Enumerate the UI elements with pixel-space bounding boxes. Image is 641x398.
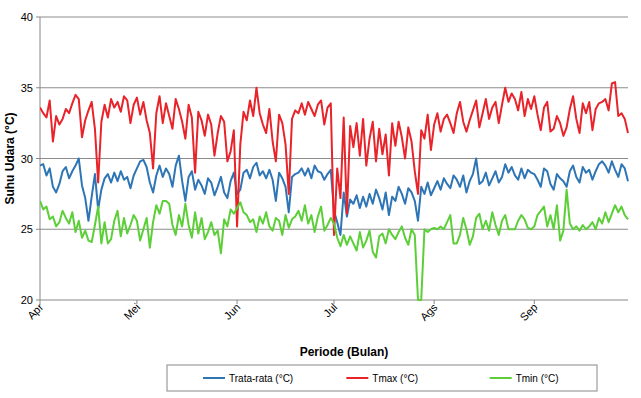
legend-label: Tmax (°C) — [372, 373, 418, 384]
legend-swatch — [203, 377, 225, 379]
x-tick — [334, 300, 335, 304]
legend-box — [167, 365, 597, 391]
background — [0, 0, 641, 398]
grid-line — [40, 17, 628, 18]
x-tick-label: Sep — [517, 301, 539, 323]
y-tick-label: 25 — [21, 223, 33, 235]
x-tick-label: Jul — [321, 301, 339, 319]
x-tick — [434, 300, 435, 304]
x-tick — [534, 300, 535, 304]
y-tick — [36, 87, 40, 88]
y-axis — [40, 17, 41, 300]
grid-line — [40, 158, 628, 159]
x-tick-label: Jun — [221, 301, 242, 322]
y-tick — [36, 158, 40, 159]
x-tick — [40, 300, 41, 304]
y-axis-title: Suhu Udara (°C) — [3, 112, 17, 204]
x-tick — [136, 300, 137, 304]
x-tick — [237, 300, 238, 304]
legend-label: Trata-rata (°C) — [229, 373, 293, 384]
y-tick-label: 30 — [21, 153, 33, 165]
y-tick — [36, 300, 40, 301]
legend-swatch — [490, 377, 512, 379]
y-tick — [36, 229, 40, 230]
x-tick-label: Ags — [418, 301, 440, 323]
x-tick-label: Mei — [121, 301, 142, 322]
y-tick-label: 35 — [21, 82, 33, 94]
x-axis-title: Periode (Bulan) — [300, 345, 389, 359]
legend-label: Tmin (°C) — [516, 373, 559, 384]
series-line — [40, 190, 628, 300]
x-tick-label: Apr — [25, 301, 46, 322]
legend-swatch — [346, 377, 368, 379]
grid-line — [40, 87, 628, 88]
chart: 20 25 30 35 40 Apr Mei Jun Jul Ags Sep Periode (Bul… — [0, 0, 641, 398]
y-tick-label: 40 — [21, 11, 33, 23]
plot-area — [40, 82, 628, 300]
y-tick — [36, 17, 40, 18]
y-tick-label: 20 — [21, 294, 33, 306]
